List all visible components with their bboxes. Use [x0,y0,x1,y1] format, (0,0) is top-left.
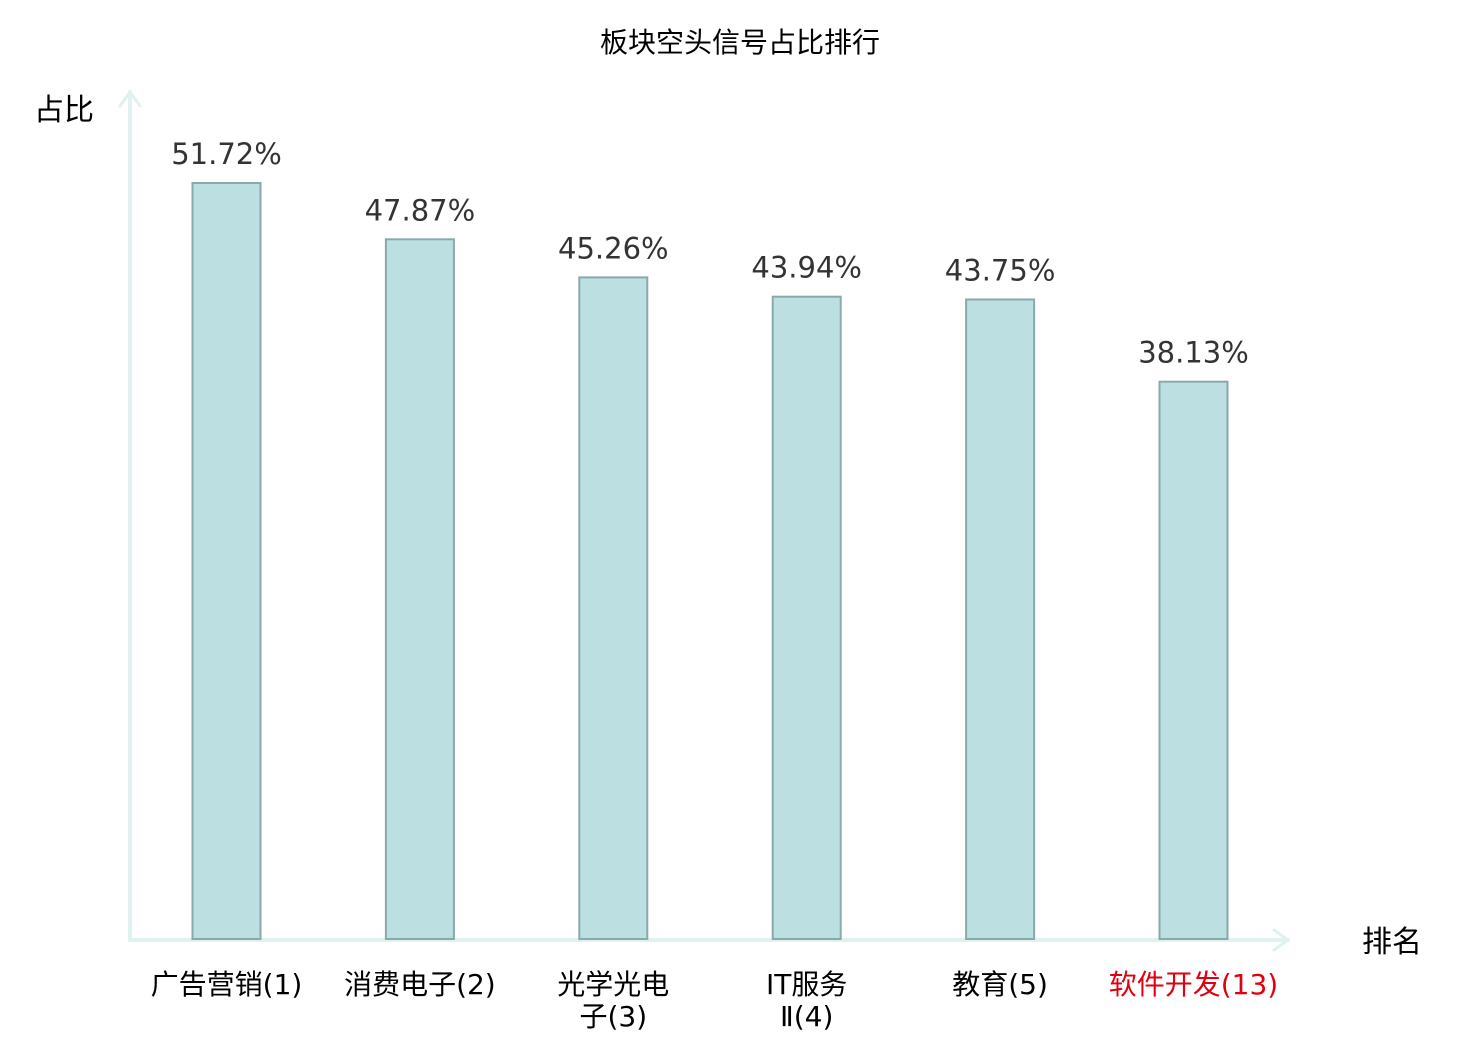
category-label-line: 广告营销(1) [151,968,303,1001]
category-label-line: 教育(5) [952,968,1048,1001]
bar-6 [1158,380,1229,940]
bar-1 [191,182,262,940]
category-label-line: 消费电子(2) [344,968,496,1001]
category-label-line: Ⅱ(4) [780,1000,833,1033]
category-label-2: 消费电子(2) [344,968,496,1001]
category-label-4: IT服务 Ⅱ(4) [766,968,847,1033]
value-labels: 51.72% 47.87% 45.26% 43.94% 43.75% 38.13% [171,137,1249,370]
category-label-3: 光学光电子(3) [557,968,669,1033]
bar-5 [965,298,1036,940]
x-axis-arrow [1272,928,1290,952]
category-label-line: 子(3) [579,1000,647,1033]
chart-title: 板块空头信号占比排行 [600,26,880,59]
value-label-2: 47.87% [365,193,476,227]
value-label-4: 43.94% [751,251,862,285]
bar-3 [578,276,649,940]
category-label-line: IT服务 [766,968,847,1001]
category-label-1: 广告营销(1) [151,968,303,1001]
value-label-5: 43.75% [945,254,1056,288]
bar-2 [384,238,455,941]
axes [118,90,1290,952]
y-axis-label: 占比 [34,93,94,128]
category-label-6: 软件开发(13) [1109,968,1278,1001]
value-label-6: 38.13% [1138,336,1249,370]
bars [191,182,1229,941]
x-axis-label: 排名 [1362,925,1422,960]
category-label-5: 教育(5) [952,968,1048,1001]
category-labels: 广告营销(1) 消费电子(2) 光学光电子(3) IT服务 Ⅱ(4) 教育(5) 软件开发(… [151,968,1279,1033]
y-axis-arrow [118,90,142,108]
value-label-1: 51.72% [171,137,282,171]
category-label-line: 软件开发(13) [1109,968,1278,1001]
category-label-line: 光学光电 [557,968,669,1001]
value-label-3: 45.26% [558,231,669,265]
bar-4 [771,295,842,940]
